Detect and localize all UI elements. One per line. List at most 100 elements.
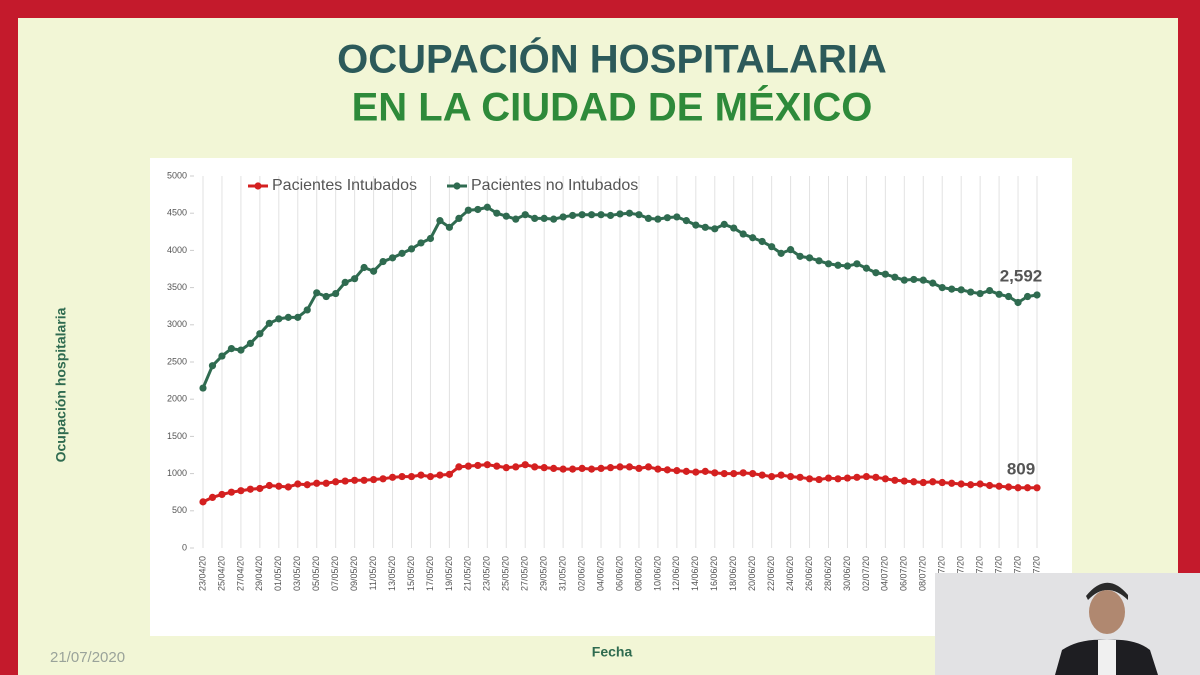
point — [872, 269, 880, 277]
point — [455, 214, 463, 223]
point — [199, 498, 207, 506]
x-tick-label: 03/05/20 — [292, 556, 302, 591]
point — [597, 464, 605, 472]
point — [824, 474, 833, 482]
point — [218, 352, 226, 360]
legend-label: Pacientes Intubados — [272, 177, 417, 194]
point — [246, 339, 254, 347]
plot-panel — [150, 158, 1072, 636]
point — [218, 490, 226, 499]
x-tick-label: 19/05/20 — [444, 556, 454, 591]
point — [502, 212, 510, 220]
point — [360, 263, 368, 272]
point — [872, 473, 880, 481]
x-tick-label: 31/05/20 — [558, 556, 568, 591]
point — [531, 214, 539, 223]
x-tick-label: 23/05/20 — [482, 556, 492, 591]
y-axis-label: Ocupación hospitalaria — [53, 307, 69, 462]
point — [919, 276, 927, 284]
x-tick-label: 02/06/20 — [576, 556, 586, 591]
point — [929, 279, 937, 287]
point — [265, 481, 273, 490]
x-tick-label: 27/05/20 — [520, 556, 530, 591]
point — [995, 290, 1003, 298]
point — [834, 261, 842, 269]
point — [559, 465, 567, 473]
x-tick-label: 11/05/20 — [368, 556, 378, 590]
point — [777, 471, 785, 479]
point — [227, 488, 236, 496]
point — [398, 472, 406, 481]
point — [635, 211, 643, 219]
point — [379, 475, 387, 483]
point — [654, 215, 662, 223]
point — [815, 475, 823, 484]
point — [208, 493, 217, 502]
point — [768, 243, 776, 251]
point — [341, 278, 349, 286]
x-tick-label: 24/06/20 — [785, 556, 795, 591]
y-tick-label: 500 — [172, 505, 187, 515]
point — [474, 461, 482, 470]
point — [464, 462, 472, 470]
point — [436, 217, 444, 225]
point — [493, 209, 501, 217]
point — [227, 345, 236, 353]
point — [739, 469, 747, 477]
point — [569, 211, 577, 220]
point — [540, 214, 548, 223]
x-tick-label: 27/04/20 — [235, 556, 245, 591]
point — [483, 203, 491, 211]
x-tick-label: 17/05/20 — [425, 556, 435, 591]
point — [512, 215, 520, 223]
webcam-overlay — [935, 573, 1200, 675]
point — [768, 472, 776, 481]
point — [284, 313, 292, 321]
point — [730, 224, 738, 232]
plot: 23/04/20 25/04/20 27/04/20 29/04/20 01/05/20… — [167, 170, 1042, 591]
point — [616, 463, 624, 471]
point — [881, 270, 889, 278]
point — [711, 225, 719, 233]
data-label: 2,592 — [1000, 266, 1043, 285]
point — [275, 315, 283, 323]
point — [834, 475, 842, 483]
point — [862, 264, 871, 272]
point — [1004, 292, 1013, 301]
point — [256, 484, 264, 493]
point — [521, 461, 529, 469]
point — [616, 210, 624, 218]
point — [796, 252, 804, 260]
point — [550, 464, 558, 472]
x-tick-label: 08/07/20 — [918, 556, 928, 591]
point — [332, 289, 340, 298]
point — [1023, 292, 1032, 301]
person-head — [1089, 590, 1125, 634]
x-tick-label: 25/04/20 — [216, 556, 226, 591]
point — [786, 472, 795, 481]
point — [967, 288, 975, 296]
point — [625, 209, 634, 217]
point — [720, 470, 728, 478]
x-tick-label: 02/07/20 — [861, 556, 871, 591]
point — [824, 260, 833, 268]
point — [976, 289, 984, 298]
y-tick-label: 0 — [182, 542, 187, 552]
point — [208, 362, 217, 370]
point — [758, 237, 766, 246]
point — [881, 475, 889, 483]
x-tick-label: 10/06/20 — [652, 556, 662, 591]
point — [351, 476, 359, 484]
x-tick-label: 09/05/20 — [349, 556, 359, 591]
point — [815, 257, 823, 265]
point — [853, 473, 861, 481]
point — [730, 470, 738, 478]
point — [388, 254, 397, 262]
x-tick-label: 01/05/20 — [273, 556, 283, 591]
point — [919, 478, 927, 487]
point — [986, 481, 994, 490]
point — [957, 480, 965, 488]
point — [910, 478, 918, 486]
slide-date: 21/07/2020 — [50, 649, 125, 666]
